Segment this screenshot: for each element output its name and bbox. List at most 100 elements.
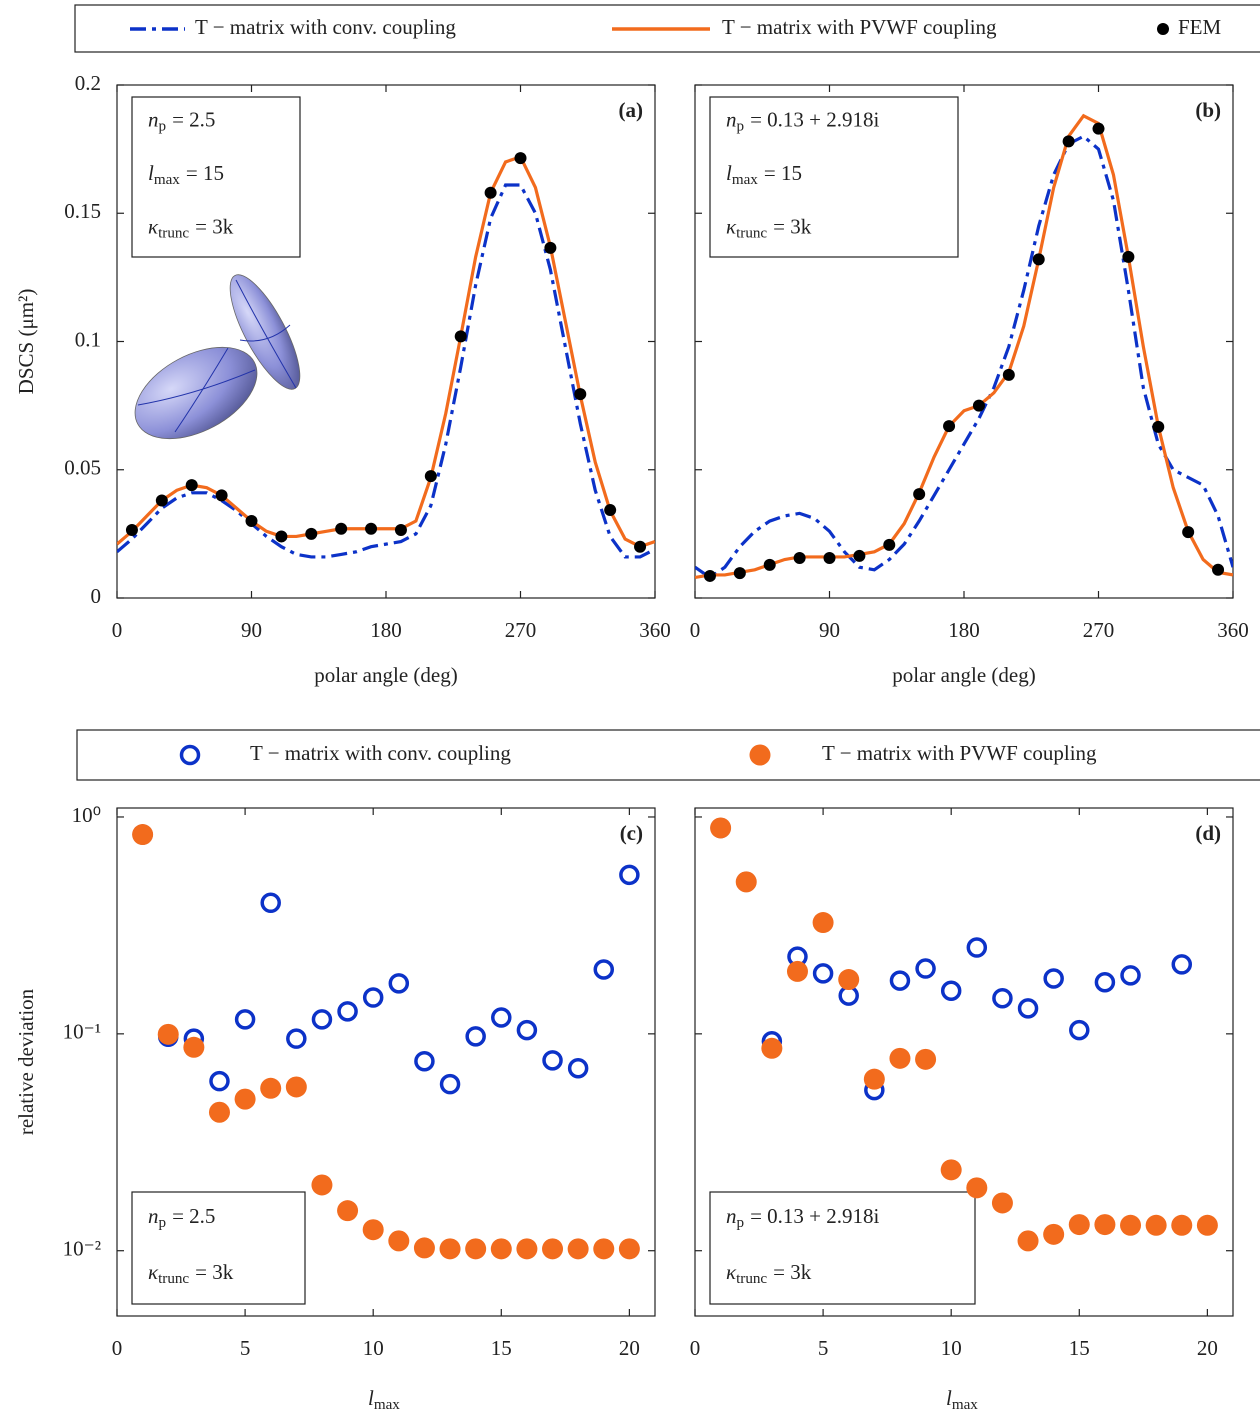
legend-box	[76, 729, 1260, 781]
data-point	[913, 488, 926, 501]
math-symbol: n	[148, 107, 159, 131]
x-axis-label: polar angle (deg)	[314, 663, 457, 687]
legend-label: T − matrix with conv. coupling	[250, 741, 511, 765]
x-tick-label: 20	[1197, 1336, 1218, 1360]
math-subscript: trunc	[736, 226, 767, 242]
math-text: κtrunc = 3k	[726, 1260, 812, 1288]
series-line	[695, 113, 1233, 580]
math-symbol: κ	[148, 214, 159, 238]
data-point	[1094, 1214, 1116, 1236]
x-tick-label: 10	[363, 1336, 384, 1360]
data-point	[823, 551, 836, 564]
data-point	[491, 1007, 512, 1028]
math-subscript: max	[732, 172, 758, 188]
x-tick-label: 180	[948, 618, 980, 642]
data-point	[185, 479, 198, 492]
data-point	[1171, 1214, 1193, 1236]
legend-box	[74, 4, 1260, 53]
data-point	[542, 1238, 564, 1260]
data-point	[484, 186, 497, 199]
math-symbol: l	[148, 161, 154, 185]
y-tick-label: 10⁻²	[63, 1237, 101, 1261]
data-point	[593, 959, 615, 980]
math-subscript: trunc	[158, 1271, 189, 1287]
data-point	[209, 1070, 230, 1092]
data-point	[992, 987, 1013, 1009]
data-point	[1212, 563, 1225, 576]
data-point	[812, 912, 834, 934]
y-tick-label: 0.15	[64, 199, 101, 223]
data-point	[763, 558, 776, 571]
data-point	[275, 530, 288, 543]
panel-label: (b)	[1195, 98, 1221, 122]
data-point	[889, 1047, 911, 1069]
data-point	[1152, 420, 1165, 433]
math-symbol: l	[946, 1386, 952, 1410]
data-point	[132, 824, 154, 846]
x-tick-label: 90	[819, 618, 840, 642]
math-subscript: max	[952, 1397, 978, 1413]
math-rhs: = 15	[764, 161, 802, 185]
data-point	[234, 1009, 256, 1030]
data-point	[619, 864, 640, 886]
math-text: np = 0.13 + 2.918i	[726, 1204, 879, 1232]
math-text: lmax	[946, 1386, 978, 1414]
particle-illustration	[134, 274, 301, 440]
data-point	[966, 937, 988, 958]
data-point	[1017, 1230, 1039, 1252]
legend-swatch	[1157, 23, 1169, 35]
data-point	[337, 1200, 359, 1222]
data-point	[883, 538, 896, 551]
x-tick-label: 15	[1069, 1336, 1090, 1360]
data-point	[703, 569, 716, 582]
math-rhs: = 3k	[195, 1260, 234, 1284]
legend-label: FEM	[1178, 15, 1222, 39]
y-tick-label: 0.2	[75, 71, 101, 95]
legend-swatch	[179, 744, 201, 766]
math-rhs: = 15	[186, 161, 224, 185]
series-line	[117, 154, 655, 549]
data-point	[439, 1238, 461, 1260]
data-point	[1032, 253, 1045, 266]
x-axis-label: polar angle (deg)	[892, 663, 1035, 687]
data-point	[311, 1009, 333, 1030]
data-point	[245, 515, 258, 528]
data-point	[465, 1026, 486, 1047]
data-point	[516, 1238, 538, 1260]
math-rhs: = 2.5	[172, 107, 215, 131]
x-tick-label: 270	[505, 618, 537, 642]
data-point	[337, 1001, 358, 1022]
panel-label: (a)	[619, 98, 644, 122]
data-point	[285, 1076, 307, 1098]
data-point	[465, 1238, 487, 1260]
data-point	[1120, 965, 1141, 986]
x-tick-label: 270	[1083, 618, 1115, 642]
data-point	[863, 1068, 885, 1090]
data-point	[311, 1174, 333, 1196]
data-point	[1043, 968, 1064, 989]
data-point	[125, 524, 138, 537]
plot-area	[117, 154, 655, 559]
data-point	[710, 817, 732, 839]
data-point	[593, 1238, 615, 1260]
math-subscript: max	[154, 172, 180, 188]
annotation-box	[709, 96, 959, 258]
annotation-box	[131, 1191, 306, 1305]
x-tick-label: 5	[818, 1336, 829, 1360]
x-tick-label: 5	[240, 1336, 251, 1360]
data-point	[362, 1219, 384, 1241]
y-tick-label: 0	[91, 584, 102, 608]
x-tick-label: 20	[619, 1336, 640, 1360]
math-text: κtrunc = 3k	[148, 214, 234, 242]
data-point	[305, 527, 318, 540]
data-point	[365, 522, 378, 535]
data-point	[1196, 1214, 1218, 1236]
x-tick-label: 360	[639, 618, 671, 642]
data-point	[618, 1238, 640, 1260]
data-point	[388, 1230, 410, 1252]
math-rhs: = 3k	[773, 1260, 812, 1284]
data-point	[1043, 1223, 1065, 1245]
data-point	[234, 1088, 256, 1110]
data-point	[1182, 526, 1195, 539]
